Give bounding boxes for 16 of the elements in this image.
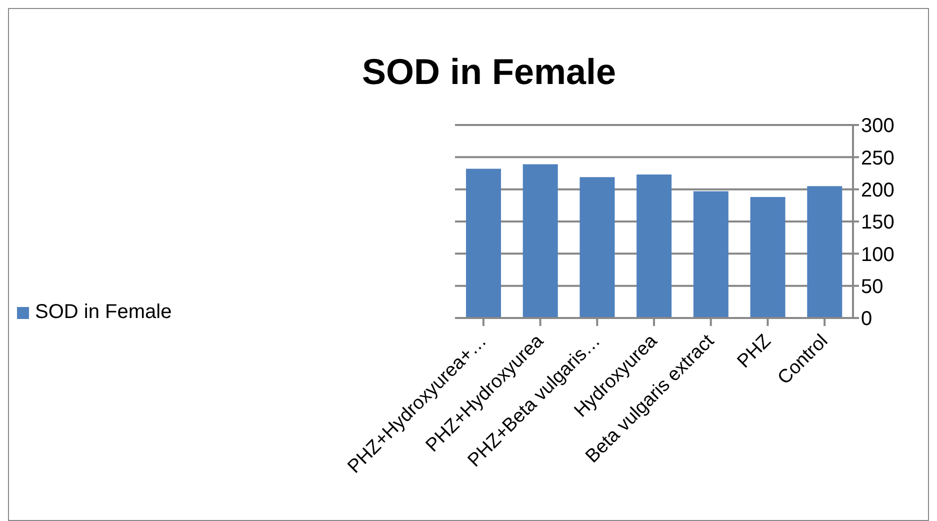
chart-title: SOD in Female xyxy=(360,51,618,93)
y-tick-label: 0 xyxy=(861,308,872,330)
y-tick-label: 150 xyxy=(861,212,894,234)
bar xyxy=(522,164,558,318)
legend-label: SOD in Female xyxy=(35,301,172,324)
y-tick-label: 250 xyxy=(861,147,894,170)
bar xyxy=(693,191,728,318)
bar xyxy=(807,186,842,318)
bar xyxy=(750,197,786,318)
y-tick-label: 200 xyxy=(861,179,894,202)
bar xyxy=(466,168,501,318)
y-tick-label: 300 xyxy=(861,115,894,138)
y-tick-label: 100 xyxy=(861,244,894,266)
y-tick-label: 50 xyxy=(861,276,884,298)
bar xyxy=(636,174,672,318)
bar xyxy=(580,177,615,318)
